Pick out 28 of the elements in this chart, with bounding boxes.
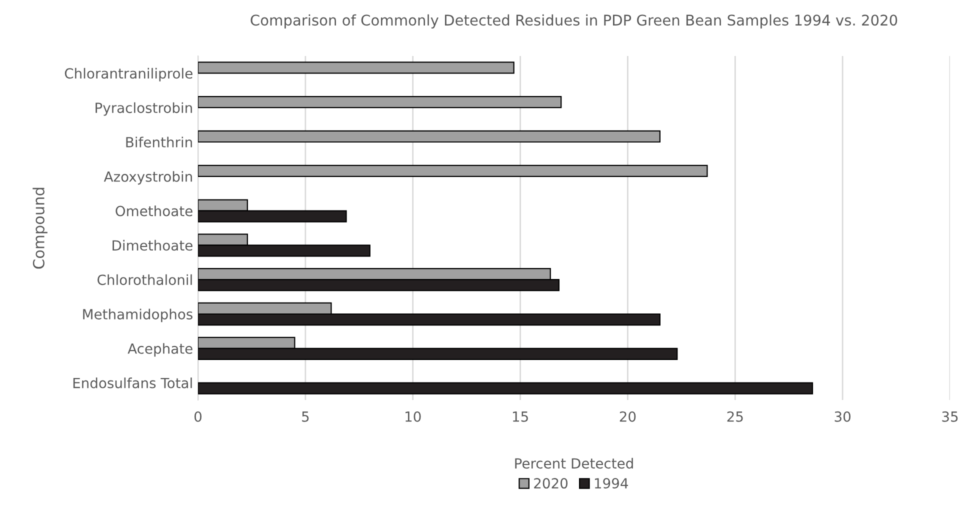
- legend-label: 2020: [534, 478, 568, 489]
- x-tick-label: 20: [620, 411, 636, 422]
- y-axis-title: Compound: [32, 188, 48, 269]
- x-axis-title: Percent Detected: [515, 458, 633, 469]
- x-tick-label: 5: [302, 412, 309, 422]
- y-tick-label: Methamidophos: [83, 308, 192, 322]
- x-tick-label: 0: [194, 411, 202, 422]
- y-tick-label: Omethoate: [116, 206, 192, 216]
- bar: [198, 130, 660, 143]
- y-tick-label: Bifenthrin: [126, 136, 192, 148]
- bar: [198, 164, 708, 177]
- y-tick-label: Dimethoate: [112, 240, 192, 251]
- x-tick-label: 25: [727, 411, 743, 422]
- y-tick-label: Pyraclostrobin: [96, 102, 192, 116]
- bar: [198, 382, 814, 394]
- x-tick-label: 30: [834, 411, 850, 422]
- x-tick-label: 35: [942, 411, 958, 422]
- x-tick-label: 15: [512, 412, 528, 422]
- bar: [198, 62, 514, 74]
- y-tick-label: Endosulfans Total: [73, 378, 192, 388]
- legend-label: 1994: [594, 478, 628, 489]
- y-tick-label: Acephate: [128, 343, 192, 357]
- chart-title: Comparison of Commonly Detected Residues in PDP Green Bean Samples 1994 vs. 2020: [250, 14, 898, 28]
- x-tick-label: 10: [406, 411, 421, 422]
- y-tick-label: Chlorantraniliprole: [64, 68, 192, 82]
- y-tick-label: Chlorothalonil: [98, 274, 192, 286]
- bar: [198, 96, 562, 108]
- y-tick-label: Azoxystrobin: [104, 171, 192, 185]
